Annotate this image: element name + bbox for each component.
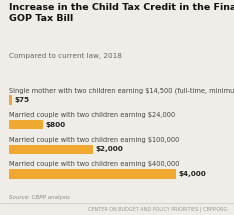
Text: CENTER ON BUDGET AND POLICY PRIORITIES | CBPP.ORG: CENTER ON BUDGET AND POLICY PRIORITIES |… <box>88 206 227 212</box>
Text: Married couple with two children earning $24,000: Married couple with two children earning… <box>9 112 176 118</box>
Text: Married couple with two children earning $400,000: Married couple with two children earning… <box>9 161 180 167</box>
Text: Increase in the Child Tax Credit in the Final
GOP Tax Bill: Increase in the Child Tax Credit in the … <box>9 3 234 23</box>
Text: $4,000: $4,000 <box>179 171 206 177</box>
Text: $800: $800 <box>45 122 65 128</box>
Text: Compared to current law, 2018: Compared to current law, 2018 <box>9 53 122 59</box>
Text: $75: $75 <box>15 97 30 103</box>
Text: Source: CBPP analysis: Source: CBPP analysis <box>9 195 70 200</box>
Bar <box>9 120 43 129</box>
Bar <box>9 95 12 105</box>
Bar <box>9 145 93 154</box>
Bar <box>9 169 176 178</box>
Text: $2,000: $2,000 <box>95 146 123 152</box>
Text: Single mother with two children earning $14,500 (full-time, minimum wage): Single mother with two children earning … <box>9 87 234 94</box>
Text: Married couple with two children earning $100,000: Married couple with two children earning… <box>9 137 180 143</box>
